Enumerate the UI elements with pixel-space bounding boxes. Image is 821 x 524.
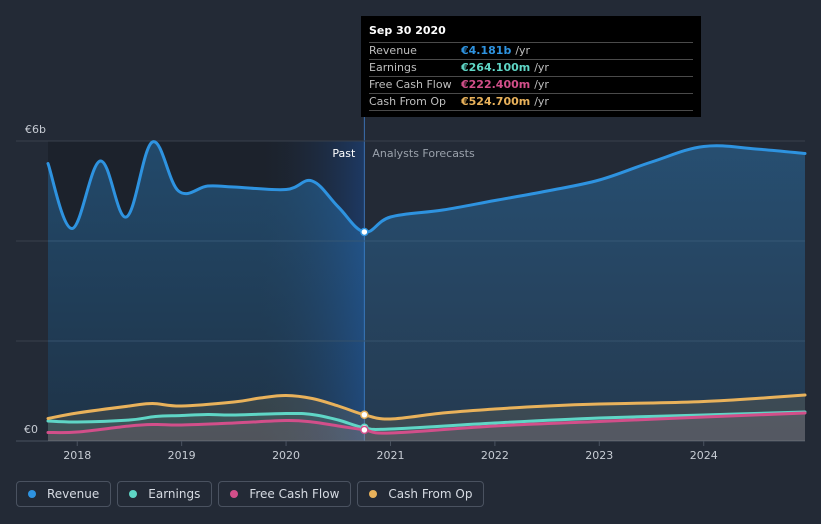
tooltip-value: €264.100m xyxy=(461,61,531,74)
tooltip-value: €524.700m xyxy=(461,95,531,108)
tooltip-value: €4.181b xyxy=(461,44,512,57)
x-tick-label: 2023 xyxy=(585,449,613,462)
series-area-earnings xyxy=(48,412,805,441)
tooltip-label: Earnings xyxy=(369,61,417,74)
x-tick-label: 2024 xyxy=(690,449,718,462)
tooltip-label: Revenue xyxy=(369,44,417,57)
series-line-earnings xyxy=(46,410,807,431)
series-area-free-cash-flow xyxy=(48,413,805,441)
legend-item-revenue[interactable]: Revenue xyxy=(16,481,112,507)
x-tick-label: 2022 xyxy=(481,449,509,462)
y-axis-label-max: €6b xyxy=(25,123,46,136)
series-line-free-cash-flow xyxy=(46,411,807,435)
tooltip-unit: /yr xyxy=(534,78,549,91)
series-line-cash-from-op xyxy=(46,393,807,421)
free-cash-flow-dot-icon xyxy=(230,490,239,498)
past-label: Past xyxy=(332,147,356,160)
tooltip-label: Free Cash Flow xyxy=(369,78,452,91)
revenue-dot-icon xyxy=(28,490,36,498)
earnings-dot-icon xyxy=(129,490,138,498)
legend-label: Revenue xyxy=(47,487,100,501)
tooltip-row-cash-from-op: Cash From Op €524.700m /yr xyxy=(369,94,693,111)
marker-cash-from-op xyxy=(360,410,369,420)
legend-item-earnings[interactable]: Earnings xyxy=(117,481,213,507)
tooltip-unit: /yr xyxy=(534,95,549,108)
series-line-revenue xyxy=(46,140,807,234)
marker-revenue xyxy=(360,227,369,237)
legend-label: Cash From Op xyxy=(388,487,473,501)
legend-item-free-cash-flow[interactable]: Free Cash Flow xyxy=(218,481,352,507)
x-tick-label: 2019 xyxy=(168,449,196,462)
x-tick-label: 2018 xyxy=(63,449,91,462)
series-area-revenue xyxy=(48,141,805,442)
x-tick-label: 2021 xyxy=(376,449,404,462)
tooltip-row-earnings: Earnings €264.100m /yr xyxy=(369,60,693,77)
series-area-cash-from-op xyxy=(48,395,805,441)
tooltip-label: Cash From Op xyxy=(369,95,447,108)
tooltip-value: €222.400m xyxy=(461,78,531,91)
forecast-label: Analysts Forecasts xyxy=(372,147,475,160)
legend-label: Free Cash Flow xyxy=(249,487,340,501)
marker-free-cash-flow xyxy=(360,425,369,435)
tooltip: Sep 30 2020 Revenue €4.181b /yr Earnings… xyxy=(361,16,701,117)
legend: Revenue Earnings Free Cash Flow Cash Fro… xyxy=(16,481,485,507)
y-axis-label-min: €0 xyxy=(24,423,38,436)
legend-label: Earnings xyxy=(148,487,201,501)
tooltip-row-revenue: Revenue €4.181b /yr xyxy=(369,43,693,60)
tooltip-unit: /yr xyxy=(515,44,531,57)
cash-from-op-dot-icon xyxy=(369,490,378,498)
tooltip-unit: /yr xyxy=(534,61,549,74)
tooltip-row-free-cash-flow: Free Cash Flow €222.400m /yr xyxy=(369,77,693,94)
tooltip-date: Sep 30 2020 xyxy=(369,23,693,43)
legend-item-cash-from-op[interactable]: Cash From Op xyxy=(357,481,485,507)
x-tick-label: 2020 xyxy=(272,449,300,462)
